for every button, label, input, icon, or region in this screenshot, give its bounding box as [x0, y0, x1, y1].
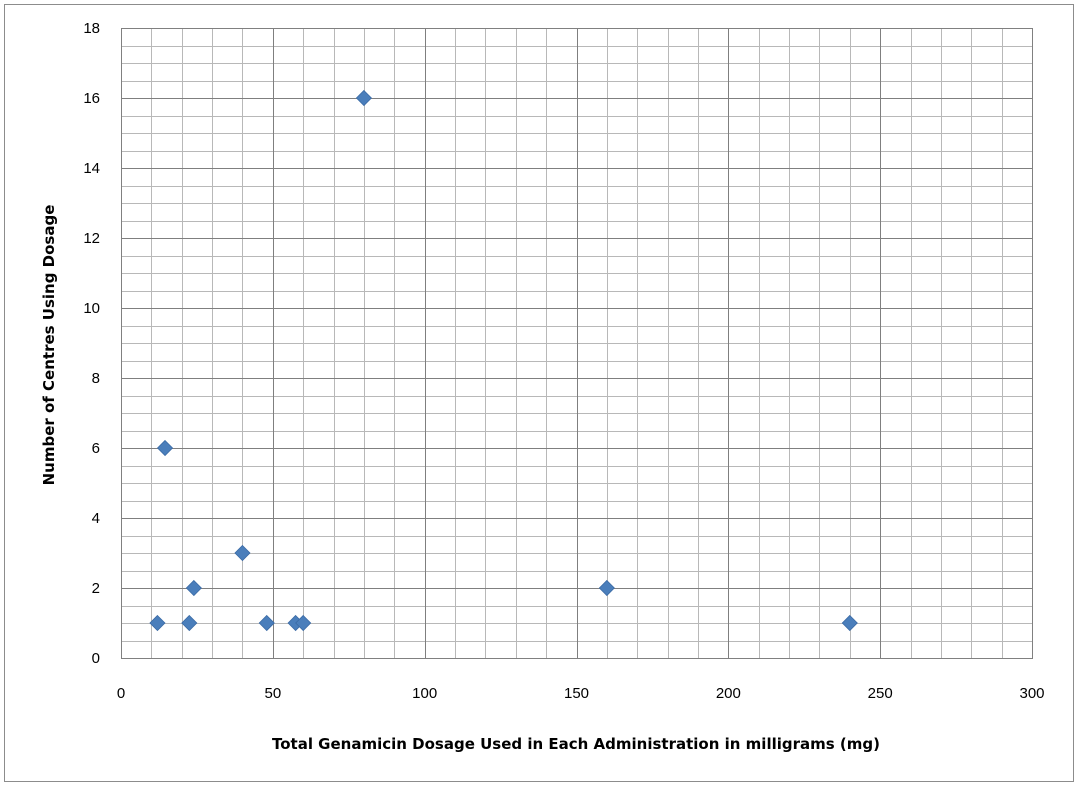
- x-tick-label-6: 300: [1019, 685, 1044, 702]
- x-tick-label-2: 100: [412, 685, 437, 702]
- y-tick-label-6: 12: [83, 230, 100, 247]
- x-tick-label-1: 50: [264, 685, 281, 702]
- x-tick-label-5: 250: [868, 685, 893, 702]
- minor-gridlines: [121, 28, 1033, 659]
- plot-area-border: [121, 28, 1033, 659]
- data-point-10: [841, 614, 858, 632]
- data-point-3: [185, 579, 202, 597]
- data-point-7: [295, 614, 312, 632]
- data-point-1: [156, 439, 174, 457]
- data-point-0: [149, 614, 166, 632]
- data-point-9: [598, 579, 615, 597]
- data-point-2: [181, 614, 198, 632]
- data-point-8: [355, 89, 372, 107]
- data-points: [149, 89, 858, 632]
- y-tick-label-9: 18: [83, 20, 100, 37]
- y-tick-label-3: 6: [92, 440, 100, 457]
- x-tick-label-3: 150: [564, 685, 589, 702]
- data-point-4: [234, 544, 251, 562]
- y-tick-label-8: 16: [83, 90, 100, 107]
- y-axis-title: Number of Centres Using Dosage: [40, 205, 58, 486]
- y-tick-label-2: 4: [92, 510, 100, 527]
- y-tick-label-1: 2: [92, 580, 100, 597]
- y-tick-label-7: 14: [83, 160, 100, 177]
- x-axis-tick-labels: 0 50 100 150 200 250 300: [117, 685, 1045, 702]
- x-tick-label-0: 0: [117, 685, 125, 702]
- y-tick-label-0: 0: [92, 650, 100, 667]
- y-tick-label-5: 10: [83, 300, 100, 317]
- data-point-5: [258, 614, 275, 632]
- x-tick-label-4: 200: [716, 685, 741, 702]
- y-tick-label-4: 8: [92, 370, 100, 387]
- y-axis-tick-labels: 0 2 4 6 8 10 12 14 16 18: [83, 20, 100, 667]
- x-axis-title: Total Genamicin Dosage Used in Each Admi…: [272, 735, 880, 753]
